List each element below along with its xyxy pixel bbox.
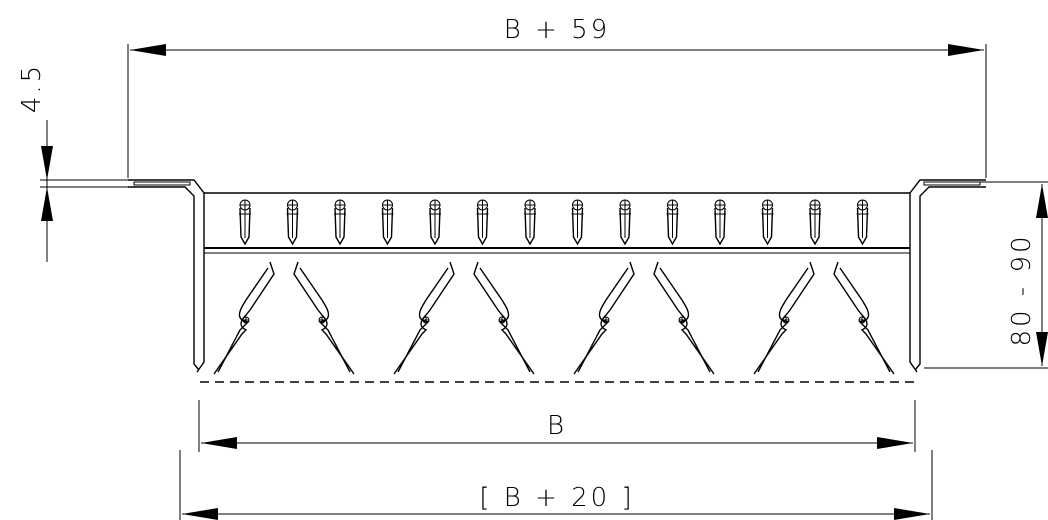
fastener-pin: [666, 199, 679, 246]
fastener-pin: [286, 199, 299, 246]
label-overall-width: B + 59: [504, 15, 610, 45]
frame-body: [128, 179, 986, 383]
dim-inner-width: B: [198, 400, 916, 452]
spring-clip-row: [213, 261, 895, 375]
dim-overall-width: B + 59: [127, 15, 987, 178]
spring-clip-right: [833, 261, 895, 375]
spring-clip-right: [293, 261, 355, 375]
fastener-pin: [524, 199, 536, 246]
fastener-pin: [714, 199, 726, 246]
fastener-pin: [381, 199, 394, 246]
fastener-pin: [239, 199, 251, 246]
fastener-pin: [334, 199, 346, 246]
label-flange-thickness: 4.5: [17, 63, 47, 113]
fastener-pin: [856, 199, 869, 246]
label-outer-width: [ B + 20 ]: [479, 483, 634, 513]
spring-clip-left: [573, 261, 635, 375]
fastener-pin: [809, 199, 821, 246]
spring-clip-left: [753, 261, 815, 375]
label-inner-width: B: [547, 411, 567, 441]
dim-depth: 80 - 90: [924, 181, 1048, 369]
spring-clip-right: [653, 261, 715, 375]
fastener-pin: [619, 199, 631, 246]
dim-flange-thickness: 4.5: [17, 63, 128, 262]
fastener-pin: [476, 199, 489, 246]
fastener-row: [239, 199, 869, 246]
fastener-pin: [761, 199, 774, 246]
fastener-pin: [429, 199, 441, 246]
spring-clip-left: [393, 261, 455, 375]
spring-clip-right: [473, 261, 535, 375]
dim-outer-width: [ B + 20 ]: [179, 450, 933, 520]
spring-clip-left: [213, 261, 275, 375]
label-depth: 80 - 90: [1007, 233, 1037, 346]
fastener-pin: [571, 199, 584, 246]
